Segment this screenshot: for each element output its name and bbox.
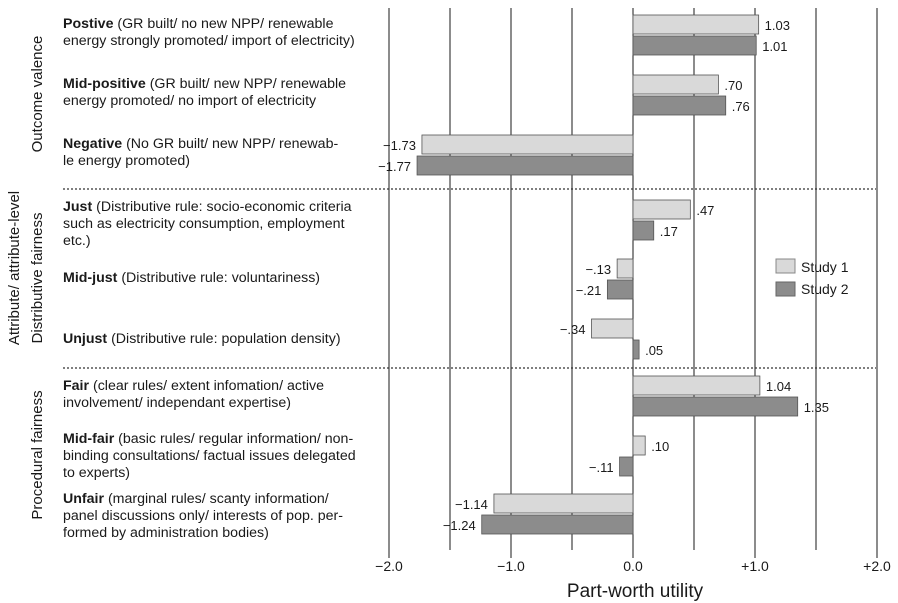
- value-label: .76: [732, 99, 750, 114]
- bar-study-2: [632, 35, 757, 56]
- bar-study-2: [416, 155, 634, 176]
- svg-text:to experts): to experts): [63, 465, 130, 481]
- bars: [416, 14, 799, 535]
- svg-text:binding consultations/ factual: binding consultations/ factual issues de…: [63, 448, 356, 464]
- value-label: −1.77: [378, 159, 411, 174]
- category-label: Fair (clear rules/ extent infomation/ ac…: [63, 378, 324, 411]
- x-tick-label: 0.0: [623, 558, 643, 574]
- value-label: −.13: [585, 262, 611, 277]
- svg-text:energy strongly promoted/ impo: energy strongly promoted/ import of elec…: [63, 33, 355, 49]
- category-label: Just (Distributive rule: socio-economic …: [63, 199, 352, 249]
- value-label: −.21: [576, 283, 602, 298]
- y-axis-title: Attribute/ attribute-level: [6, 191, 23, 345]
- category-labels: Postive (GR built/ no new NPP/ renewable…: [63, 16, 356, 541]
- bar-study-2: [606, 279, 634, 300]
- x-tick-label: +2.0: [863, 558, 891, 574]
- bar-study-2: [632, 95, 727, 116]
- legend-swatch-study-1: [775, 258, 796, 274]
- value-label: −.11: [589, 460, 614, 475]
- svg-text:Postive (GR built/ no new NPP/: Postive (GR built/ no new NPP/ renewable: [63, 16, 334, 32]
- svg-text:Fair (clear rules/ extent info: Fair (clear rules/ extent infomation/ ac…: [63, 378, 324, 394]
- category-label: Postive (GR built/ no new NPP/ renewable…: [63, 16, 355, 49]
- category-label: Negative (No GR built/ new NPP/ renewab-…: [63, 136, 338, 169]
- bar-study-1: [632, 74, 719, 95]
- value-label: −.34: [560, 322, 586, 337]
- x-tick-label: −1.0: [497, 558, 525, 574]
- value-label: .10: [651, 439, 669, 454]
- value-label: 1.03: [765, 18, 790, 33]
- value-label: .17: [660, 224, 678, 239]
- value-label: −1.14: [455, 497, 488, 512]
- category-label: Mid-fair (basic rules/ regular informati…: [63, 431, 356, 481]
- category-label: Mid-just (Distributive rule: voluntarine…: [63, 270, 320, 286]
- bar-study-1: [632, 199, 691, 220]
- value-label: 1.35: [804, 400, 829, 415]
- legend-label-study-2: Study 2: [801, 281, 849, 297]
- legend-label-study-1: Study 1: [801, 259, 849, 275]
- svg-text:panel discussions only/ intere: panel discussions only/ interests of pop…: [63, 508, 343, 524]
- bar-study-1: [421, 134, 634, 155]
- category-label: Unjust (Distributive rule: population de…: [63, 331, 341, 347]
- svg-text:Mid-fair (basic rules/ regular: Mid-fair (basic rules/ regular informati…: [63, 431, 353, 447]
- bar-study-2: [619, 456, 634, 477]
- group-label: Distributive fairness: [29, 213, 46, 344]
- svg-text:involvement/ independant exper: involvement/ independant expertise): [63, 395, 291, 411]
- svg-text:Negative (No GR built/ new NPP: Negative (No GR built/ new NPP/ renewab-: [63, 136, 338, 152]
- svg-text:Unjust (Distributive rule: pop: Unjust (Distributive rule: population de…: [63, 331, 341, 347]
- group-label: Outcome valence: [29, 36, 46, 153]
- bar-study-2: [632, 339, 640, 360]
- value-label: 1.01: [762, 39, 787, 54]
- svg-text:etc.): etc.): [63, 233, 91, 249]
- bar-study-1: [632, 375, 761, 396]
- group-label: Procedural fairness: [29, 390, 46, 519]
- value-label: −1.73: [383, 138, 416, 153]
- value-label: .70: [724, 78, 742, 93]
- bar-study-1: [591, 318, 634, 339]
- bar-study-1: [632, 14, 760, 35]
- value-label: 1.04: [766, 379, 791, 394]
- bar-study-2: [632, 396, 799, 417]
- svg-text:formed by administration bodie: formed by administration bodies): [63, 525, 269, 541]
- legend: Study 1 Study 2: [775, 258, 849, 297]
- group-labels: Outcome valence Distributive fairness Proc…: [29, 36, 46, 520]
- value-label: .05: [645, 343, 663, 358]
- category-label: Unfair (marginal rules/ scanty informati…: [63, 491, 343, 541]
- group-separators: [63, 188, 876, 369]
- category-label: Mid-positive (GR built/ new NPP/ renewab…: [63, 76, 346, 109]
- svg-text:le energy promoted): le energy promoted): [63, 153, 190, 169]
- value-label: −1.24: [443, 518, 476, 533]
- bar-study-1: [632, 435, 646, 456]
- bar-study-1: [616, 258, 634, 279]
- bar-study-2: [481, 514, 634, 535]
- svg-text:energy promoted/ no import of: energy promoted/ no import of electricit…: [63, 93, 317, 109]
- bar-study-1: [493, 493, 634, 514]
- svg-text:such as electricity consumptio: such as electricity consumption, employm…: [63, 216, 345, 232]
- svg-text:Mid-just (Distributive rule: v: Mid-just (Distributive rule: voluntarine…: [63, 270, 320, 286]
- x-tick-label: +1.0: [741, 558, 769, 574]
- svg-text:Unfair (marginal rules/ scanty: Unfair (marginal rules/ scanty informati…: [63, 491, 329, 507]
- legend-swatch-study-2: [775, 281, 796, 297]
- x-tick-label: −2.0: [375, 558, 403, 574]
- svg-text:Mid-positive (GR built/ new NP: Mid-positive (GR built/ new NPP/ renewab…: [63, 76, 346, 92]
- svg-text:Just (Distributive rule: socio: Just (Distributive rule: socio-economic …: [63, 199, 352, 215]
- value-labels: 1.03 .70 −1.73 .47 −.13 −.34 1.04 .10 −1.14 1.01.…: [378, 18, 829, 533]
- bar-study-2: [632, 220, 655, 241]
- x-axis-title: Part-worth utility: [567, 581, 704, 602]
- x-tick-labels: −2.0 −1.0 0.0 +1.0 +2.0: [375, 558, 891, 574]
- value-label: .47: [696, 203, 714, 218]
